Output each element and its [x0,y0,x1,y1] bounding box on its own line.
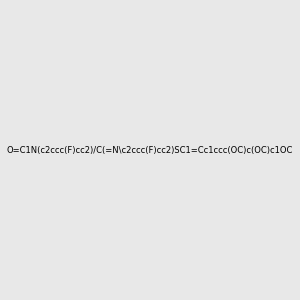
Text: O=C1N(c2ccc(F)cc2)/C(=N\c2ccc(F)cc2)SC1=Cc1ccc(OC)c(OC)c1OC: O=C1N(c2ccc(F)cc2)/C(=N\c2ccc(F)cc2)SC1=… [7,146,293,154]
